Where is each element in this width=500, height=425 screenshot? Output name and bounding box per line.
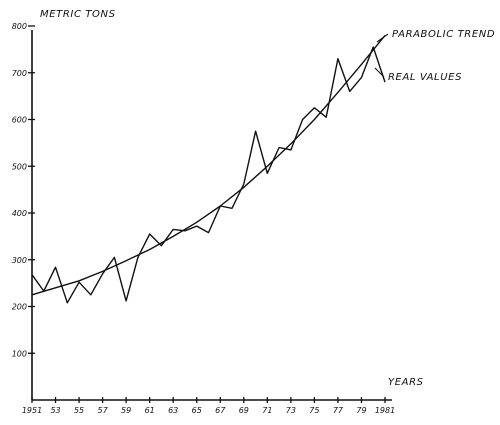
- trend-label-pointer: [376, 33, 389, 43]
- series-line-parabolic-trend: [31, 34, 386, 296]
- y-ticks: 100 200 300 400 500 600 700 800: [12, 22, 35, 358]
- y-tick-label: 800: [12, 22, 27, 31]
- x-ticks: 1951 53 55 57 59 61 63 65 67 69 71 73 75 77 79 1981: [22, 397, 395, 415]
- y-tick-label: 300: [12, 256, 27, 265]
- legend-label-trend: PARABOLIC TREND: [392, 29, 495, 40]
- y-tick-label: 100: [12, 349, 27, 358]
- x-tick-label: 57: [98, 406, 109, 415]
- y-tick-label: 400: [12, 209, 27, 218]
- x-tick-label: 53: [50, 406, 60, 415]
- y-tick-label: 500: [12, 162, 27, 171]
- x-tick-label: 75: [309, 406, 319, 415]
- x-tick-label: 71: [262, 406, 272, 415]
- x-axis-label: YEARS: [388, 377, 424, 388]
- x-tick-label: 67: [215, 406, 226, 415]
- legend-label-real: REAL VALUES: [388, 72, 462, 83]
- y-tick-label: 600: [12, 116, 27, 125]
- x-tick-label: 65: [192, 406, 202, 415]
- series-line-real-values: [31, 46, 386, 304]
- x-tick-label: 77: [333, 406, 344, 415]
- axes: [31, 30, 392, 401]
- x-tick-label: 69: [239, 406, 249, 415]
- y-tick-label: 200: [12, 303, 27, 312]
- x-tick-label: 55: [74, 406, 84, 415]
- x-tick-label: 73: [286, 406, 296, 415]
- x-tick-label: 79: [356, 406, 366, 415]
- x-tick-label: 1951: [22, 406, 42, 415]
- y-tick-label: 700: [12, 69, 27, 78]
- y-axis-label: METRIC TONS: [40, 9, 116, 20]
- x-tick-label: 59: [121, 406, 131, 415]
- x-tick-label: 1981: [375, 406, 395, 415]
- real-label-pointer: [374, 67, 385, 78]
- x-tick-label: 61: [145, 406, 155, 415]
- x-tick-label: 63: [168, 406, 178, 415]
- series-lines: [31, 34, 386, 304]
